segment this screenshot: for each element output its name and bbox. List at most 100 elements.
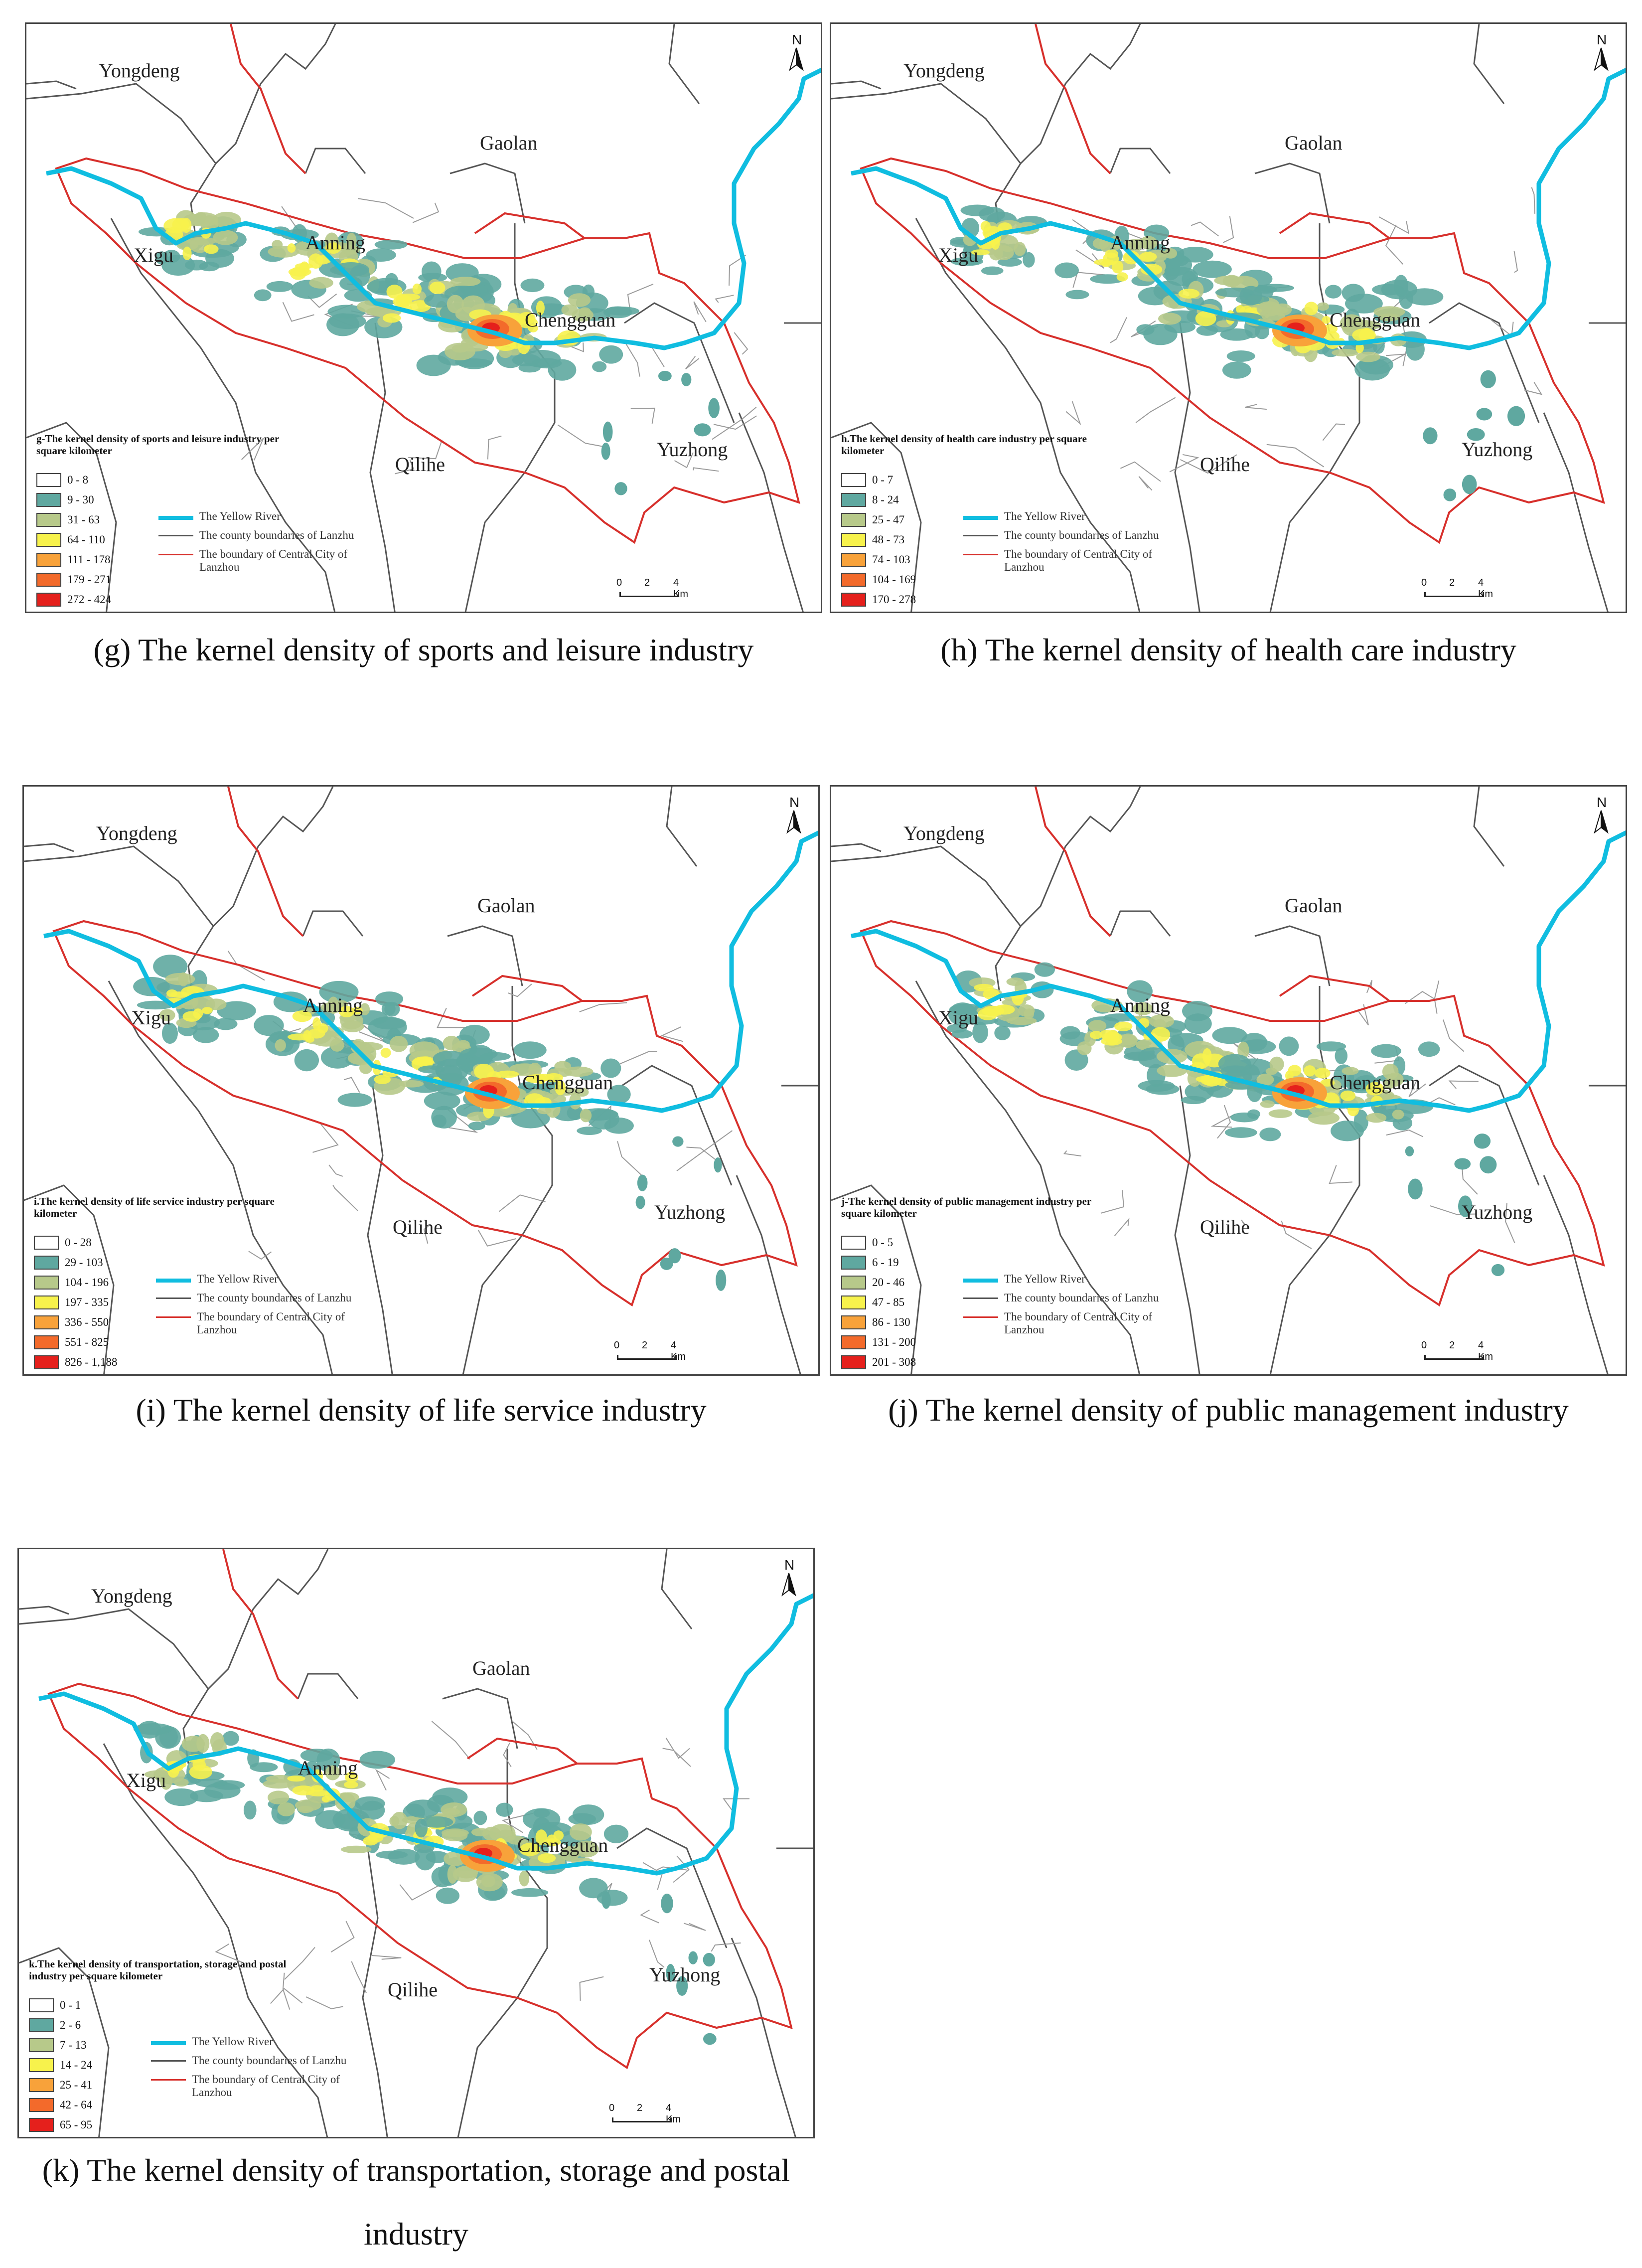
density-blob	[456, 1040, 470, 1049]
density-blob	[971, 249, 990, 256]
scale-bar-line	[1424, 592, 1484, 597]
density-blob	[346, 232, 357, 249]
density-blob	[601, 442, 610, 460]
place-label-xigu: Xigu	[938, 1006, 978, 1029]
density-blob	[1139, 236, 1158, 250]
density-blob	[1480, 370, 1496, 388]
county-boundary	[190, 163, 217, 239]
density-blob	[254, 289, 272, 302]
place-label-yongdeng: Yongdeng	[96, 822, 177, 844]
subdistrict-boundary	[284, 1946, 315, 1980]
density-blob	[601, 1891, 611, 1909]
place-label-yongdeng: Yongdeng	[903, 59, 985, 82]
density-blob	[978, 1008, 998, 1020]
density-blob	[424, 294, 453, 308]
legend-line-swatch	[151, 2060, 186, 2062]
density-blob	[310, 1785, 324, 1792]
legend-class-label: 86 - 130	[872, 1316, 910, 1328]
legend-class-label: 29 - 103	[65, 1256, 103, 1269]
county-boundary	[464, 223, 556, 612]
yellow-river	[43, 830, 818, 1113]
legend-title: k.The kernel density of transportation, …	[29, 1958, 287, 1982]
place-label-chengguan: Chengguan	[1330, 309, 1421, 331]
subdistrict-boundary	[328, 1164, 343, 1177]
place-label-anning: Anning	[1110, 231, 1170, 254]
legend-swatch	[841, 513, 866, 527]
legend-class-item: 179 - 271	[36, 570, 111, 590]
density-blob	[495, 1802, 513, 1817]
legend-class-label: 42 - 64	[60, 2099, 93, 2111]
scale-tick-label: 0	[609, 2103, 615, 2113]
density-blob	[204, 244, 219, 254]
density-blob	[1006, 1016, 1037, 1025]
density-blob	[1116, 272, 1128, 282]
legend-class-item: 170 - 278	[841, 590, 916, 610]
subdistrict-boundary	[343, 1077, 360, 1093]
legend-class-item: 272 - 424	[36, 590, 111, 610]
place-label-anning: Anning	[1110, 994, 1170, 1016]
legend-line-swatch	[158, 554, 193, 555]
county-boundary	[1429, 302, 1540, 423]
density-blob	[300, 1749, 333, 1763]
density-blob	[325, 1765, 340, 1781]
place-label-yongdeng: Yongdeng	[903, 822, 985, 844]
legend-class-label: 20 - 46	[872, 1276, 905, 1289]
county-boundary	[1174, 1085, 1200, 1374]
legend-title: h.The kernel density of health care indu…	[841, 433, 1087, 457]
map-frame: Yongdeng Gaolan Xigu Anning Chengguan Qilihe Y…	[22, 785, 820, 1376]
density-blob	[1222, 361, 1251, 379]
subdistrict-boundary	[579, 1002, 627, 1012]
density-blob	[974, 983, 994, 991]
density-blob	[1151, 1027, 1171, 1042]
scale-bar-line	[612, 2117, 672, 2122]
subdistrict-boundary	[423, 1226, 429, 1244]
density-blob	[1182, 1001, 1212, 1021]
county-boundary	[831, 80, 882, 90]
density-blob	[946, 1024, 967, 1033]
density-blob	[496, 1070, 519, 1078]
place-label-qilihe: Qilihe	[393, 1216, 443, 1238]
north-label: N	[789, 795, 800, 810]
density-blob	[452, 1866, 478, 1882]
density-blob	[268, 1790, 290, 1804]
legend-line-item: The county boundaries of Lanzhu	[151, 2054, 365, 2067]
place-label-anning: Anning	[298, 1757, 358, 1779]
legend-class-item: 104 - 169	[841, 570, 916, 590]
county-boundary	[26, 80, 77, 90]
subdistrict-boundary	[676, 1130, 733, 1171]
density-blob	[201, 1007, 213, 1014]
place-label-gaolan: Gaolan	[472, 1657, 530, 1679]
legend-swatch	[36, 513, 61, 527]
density-blob	[443, 1036, 460, 1051]
density-blob	[569, 1823, 592, 1841]
scale-tick-label: 0	[616, 577, 622, 588]
density-blob	[949, 1003, 984, 1016]
density-blob	[1060, 1026, 1080, 1040]
north-label: N	[1597, 795, 1607, 810]
density-blob	[1101, 260, 1111, 267]
subdistrict-boundary	[1408, 1081, 1426, 1097]
legend-title: g-The kernel density of sports and leisu…	[36, 433, 279, 457]
density-blob	[1023, 252, 1035, 268]
legend-line-label: The Yellow River	[199, 510, 281, 522]
subdistrict-boundary	[617, 1141, 645, 1178]
density-blob	[580, 1109, 592, 1123]
county-boundary	[668, 24, 700, 104]
legend-class-item: 42 - 64	[29, 2095, 92, 2115]
legend-swatch	[34, 1256, 59, 1270]
legend-class-label: 0 - 1	[60, 1999, 81, 2011]
density-blob	[447, 1865, 458, 1884]
density-blob	[1105, 249, 1119, 258]
legend-line-label: The county boundaries of Lanzhu	[1004, 529, 1159, 541]
subdistrict-boundary	[372, 1954, 402, 1960]
density-blob	[568, 293, 591, 307]
map-canvas	[831, 787, 1626, 1374]
subdistrict-boundary	[227, 951, 265, 981]
place-label-gaolan: Gaolan	[1285, 132, 1343, 154]
density-blob	[1090, 274, 1125, 284]
yellow-river	[46, 67, 821, 350]
legend-line-swatch	[151, 2041, 186, 2045]
density-blob	[1335, 1047, 1348, 1064]
subdistrict-boundary	[330, 1921, 355, 1952]
county-boundary	[616, 1827, 728, 1948]
